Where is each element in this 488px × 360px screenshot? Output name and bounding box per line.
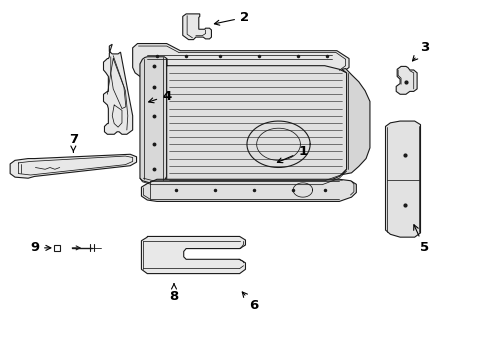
Text: 3: 3 <box>412 41 428 61</box>
Text: 2: 2 <box>214 11 248 25</box>
Text: 6: 6 <box>242 292 258 312</box>
Polygon shape <box>341 68 369 175</box>
Polygon shape <box>132 44 348 93</box>
Polygon shape <box>141 237 245 274</box>
Polygon shape <box>385 121 420 237</box>
Polygon shape <box>103 44 132 134</box>
Polygon shape <box>395 66 416 94</box>
Text: 8: 8 <box>169 284 178 303</box>
Polygon shape <box>183 14 211 40</box>
Text: 9: 9 <box>30 241 51 255</box>
Text: 1: 1 <box>277 145 307 163</box>
Polygon shape <box>140 57 166 184</box>
Polygon shape <box>141 179 356 202</box>
Text: 5: 5 <box>413 225 428 255</box>
Polygon shape <box>166 59 346 184</box>
Text: 7: 7 <box>69 134 78 152</box>
Polygon shape <box>10 154 136 178</box>
Text: 4: 4 <box>148 90 171 103</box>
